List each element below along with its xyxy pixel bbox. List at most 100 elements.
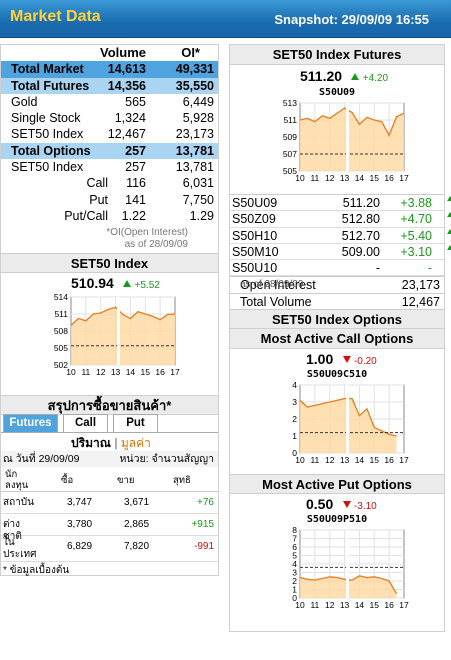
x-tick-label: 11 (81, 367, 90, 377)
futures-series-row[interactable]: S50U10 - - (230, 260, 444, 277)
investor-type: สถาบัน (3, 497, 34, 508)
oi-asof-text: as of 28/09/09 (240, 279, 304, 291)
y-tick-label: 514 (54, 293, 68, 302)
y-tick-label: 507 (283, 149, 297, 159)
x-tick-label: 16 (384, 173, 394, 183)
futures-change: +4.20 (362, 73, 389, 84)
futures-series-row[interactable]: S50H10 512.70 +5.40 (230, 228, 451, 244)
investor-date-bar: ณ วันที่ 29/09/09 หน่วย: จำนวนสัญญา (1, 451, 218, 467)
y-tick-label: 0 (292, 593, 297, 603)
futures-title: SET50 Index Futures (230, 45, 444, 65)
put-change: -3.10 (353, 501, 377, 513)
futures-series-row[interactable]: S50M10 509.00 +3.10 (230, 244, 451, 261)
x-tick-label: 13 (340, 173, 350, 183)
y-tick-label: 5 (292, 551, 297, 561)
put-value: 0.50 (306, 496, 334, 513)
x-tick-label: 11 (310, 173, 319, 183)
investor-unit: หน่วย: จำนวนสัญญา (119, 453, 214, 465)
right-panel: SET50 Index Futures 511.20 +4.20 S50U09 … (229, 44, 451, 632)
oi-note: *OI(Open Interest) (106, 227, 188, 239)
view-toggle: ปริมาณ | มูลค่า (71, 436, 151, 450)
y-tick-label: 508 (54, 326, 68, 336)
summary-row-volume: 1,324 (114, 111, 146, 126)
summary-row-label: SET50 Index (11, 160, 84, 175)
x-tick-label: 12 (325, 600, 335, 610)
summary-row-label: Total Market (11, 62, 84, 77)
col-sell: ขาย (117, 475, 135, 486)
investor-buy: 6,829 (67, 541, 93, 552)
summary-row: Total Options 257 13,781 (1, 142, 218, 160)
tab-futures[interactable]: Futures (3, 414, 58, 432)
down-arrow-icon (342, 501, 351, 509)
summary-row: Put 141 7,750 (1, 192, 218, 208)
futures-quote: 511.20 +4.20 (230, 65, 444, 87)
up-arrow-icon (447, 228, 451, 234)
snapshot-timestamp: Snapshot: 29/09/09 16:55 (274, 12, 429, 27)
summary-row-oi: 6,031 (182, 176, 214, 191)
investor-buy: 3,747 (67, 497, 93, 508)
summary-row: Total Market 14,613 49,331 (1, 61, 218, 78)
summary-row: Single Stock 1,324 5,928 (1, 110, 218, 126)
series-change: - (427, 261, 432, 276)
investor-type: ต่างชาติ (3, 519, 22, 542)
series-change: +4.70 (400, 212, 432, 227)
col-investor-type: นักลงทุน (5, 469, 29, 491)
series-name: S50H10 (232, 228, 278, 243)
investor-net: -991 (193, 541, 214, 552)
set50-index-change: +5.52 (134, 280, 160, 292)
series-price: 511.20 (342, 196, 380, 210)
set50-index-quote: 510.94 +5.52 (1, 273, 218, 293)
set50-index-value: 510.94 (71, 275, 114, 292)
summary-row: Total Futures 14,356 35,550 (1, 77, 218, 94)
y-tick-label: 3 (292, 568, 297, 578)
investor-date: ณ วันที่ 29/09/09 (3, 453, 80, 465)
investor-row: ต่างชาติ 3,780 2,865 +915 (1, 514, 218, 542)
put-options-title: Most Active Put Options (230, 474, 444, 495)
x-tick-label: 15 (370, 600, 380, 610)
up-arrow-icon (447, 212, 451, 218)
futures-volume-row: Total Volume 12,467 (230, 292, 444, 309)
series-change: +5.40 (400, 228, 432, 243)
summary-row-label: Gold (11, 94, 38, 109)
col-net: สุทธิ (173, 475, 191, 486)
investor-buy: 3,780 (67, 519, 93, 530)
summary-row-volume: 257 (125, 143, 146, 158)
x-tick-label: 17 (399, 455, 409, 465)
investor-row: สถาบัน 3,747 3,671 +76 (1, 492, 218, 514)
futures-chart[interactable]: 505 507 509 511 513 10 11 12 13 14 15 16 17 (230, 98, 444, 185)
toggle-volume[interactable]: ปริมาณ (71, 436, 111, 450)
x-tick-label: 17 (399, 600, 409, 610)
summary-row: Call 116 6,031 (1, 175, 218, 191)
x-tick-label: 12 (96, 367, 106, 377)
set50-index-title: SET50 Index (1, 253, 218, 274)
x-tick-label: 10 (295, 600, 305, 610)
tab-call[interactable]: Call (63, 414, 108, 432)
summary-row-label: Put (89, 192, 108, 207)
series-name: S50M10 (232, 244, 279, 259)
tab-put[interactable]: Put (113, 414, 158, 432)
series-price: 512.70 (341, 228, 380, 243)
series-area (71, 307, 175, 366)
futures-series-row[interactable]: S50U09 511.20 +3.88 (230, 195, 451, 212)
toggle-value[interactable]: มูลค่า (120, 436, 151, 450)
up-arrow-icon (123, 280, 132, 288)
investor-sell: 3,671 (124, 497, 150, 508)
col-oi: OI* (181, 45, 200, 60)
up-arrow-icon (447, 244, 451, 250)
x-tick-label: 14 (355, 455, 365, 465)
x-tick-label: 10 (295, 455, 305, 465)
futures-series-row[interactable]: S50Z09 512.80 +4.70 (230, 211, 451, 228)
y-tick-label: 1 (292, 431, 297, 441)
investor-sell: 7,820 (124, 541, 150, 552)
set50-index-chart[interactable]: 502 505 508 511 514 10 11 12 13 14 15 16 17 (1, 292, 218, 379)
investor-row: ในประเทศ 6,829 7,820 -991 (1, 536, 218, 562)
call-change: -0.20 (353, 356, 377, 368)
summary-row-oi: 13,781 (175, 143, 214, 158)
summary-row-label: Single Stock (11, 111, 81, 126)
col-buy: ซื้อ (61, 475, 74, 486)
x-tick-label: 17 (170, 367, 180, 377)
x-tick-label: 13 (340, 455, 350, 465)
up-arrow-icon (447, 196, 451, 201)
